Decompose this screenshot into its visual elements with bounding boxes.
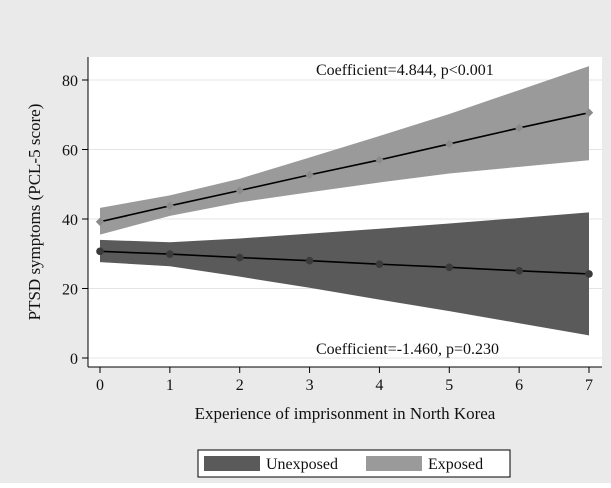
confidence-bands xyxy=(100,66,589,336)
marker-exposed-0 xyxy=(95,217,105,226)
data-markers xyxy=(95,108,594,278)
marker-exposed-6 xyxy=(514,123,524,133)
ci-band-exposed xyxy=(100,66,589,235)
x-tick-label-6: 6 xyxy=(515,377,523,394)
annotations: Coefficient=4.844, p<0.001 Coefficient=-… xyxy=(316,62,499,358)
fit-line-unexposed xyxy=(99,250,590,275)
legend-box xyxy=(197,449,511,478)
marker-unexposed-0 xyxy=(96,247,104,256)
ci-band-unexposed xyxy=(100,212,589,336)
legend-swatch-exposed xyxy=(366,456,422,471)
y-tick-label-20: 20 xyxy=(62,282,78,299)
annotation-exposed-coefficient: Coefficient=4.844, p<0.001 xyxy=(316,62,494,79)
x-tick-label-4: 4 xyxy=(375,377,383,394)
x-axis-title: Experience of imprisonment in North Kore… xyxy=(195,404,496,423)
marker-exposed-1 xyxy=(165,201,175,210)
y-tick-label-80: 80 xyxy=(62,73,78,90)
fit-line-exposed xyxy=(99,111,590,223)
legend-label-exposed: Exposed xyxy=(428,456,483,473)
marker-unexposed-4 xyxy=(375,260,384,268)
fit-lines xyxy=(99,111,590,275)
x-tick-label-3: 3 xyxy=(306,377,314,394)
legend-label-unexposed: Unexposed xyxy=(266,456,338,473)
marker-unexposed-2 xyxy=(235,253,244,262)
legend-swatch-unexposed xyxy=(204,456,260,471)
marker-unexposed-6 xyxy=(515,266,523,275)
marker-unexposed-1 xyxy=(166,250,174,258)
y-axis-title: PTSD symptoms (PCL-5 score) xyxy=(25,104,44,321)
x-tick-label-5: 5 xyxy=(445,377,453,394)
annotation-unexposed-coefficient: Coefficient=-1.460, p=0.230 xyxy=(316,341,499,358)
y-tick-label-40: 40 xyxy=(62,212,78,229)
legend: Unexposed Exposed xyxy=(197,449,511,478)
x-tick-label-0: 0 xyxy=(96,377,104,394)
y-tick-label-0: 0 xyxy=(70,351,78,368)
marker-unexposed-7 xyxy=(585,270,593,278)
marker-unexposed-3 xyxy=(305,256,314,265)
x-tick-label-1: 1 xyxy=(166,377,174,394)
marker-exposed-4 xyxy=(375,155,384,165)
marker-exposed-7 xyxy=(584,108,594,117)
marker-exposed-3 xyxy=(305,170,314,180)
y-tick-label-60: 60 xyxy=(62,143,78,160)
axes: 0 20 40 60 80 0 1 2 3 4 5 6 7 xyxy=(62,57,602,394)
marker-exposed-5 xyxy=(445,139,454,149)
x-tick-label-7: 7 xyxy=(585,377,593,394)
x-tick-label-2: 2 xyxy=(236,377,244,394)
marker-unexposed-5 xyxy=(445,263,454,272)
marker-exposed-2 xyxy=(235,186,244,195)
